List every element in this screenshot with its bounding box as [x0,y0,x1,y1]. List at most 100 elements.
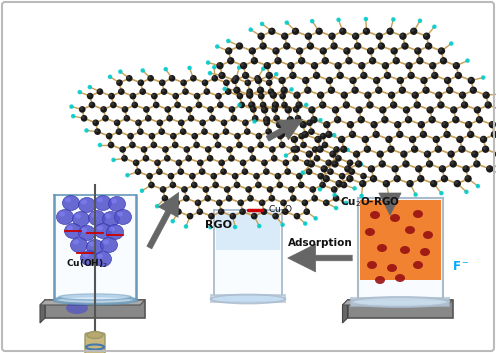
Ellipse shape [173,143,176,145]
Ellipse shape [354,42,362,50]
Ellipse shape [424,150,431,158]
Ellipse shape [310,116,317,124]
Ellipse shape [351,297,449,307]
Ellipse shape [319,47,327,55]
Ellipse shape [383,180,390,187]
Ellipse shape [391,17,396,22]
Ellipse shape [282,34,285,37]
Ellipse shape [202,186,209,193]
Bar [54,195,136,300]
Ellipse shape [365,146,368,150]
Ellipse shape [319,182,326,189]
Ellipse shape [118,88,124,95]
Ellipse shape [208,213,215,220]
Ellipse shape [430,63,434,66]
Ellipse shape [334,116,341,124]
Ellipse shape [406,63,410,66]
Ellipse shape [97,253,103,258]
Ellipse shape [101,107,104,110]
Ellipse shape [276,121,283,128]
Ellipse shape [316,145,324,153]
Ellipse shape [435,91,442,99]
Ellipse shape [318,187,322,192]
Ellipse shape [374,78,377,81]
Ellipse shape [255,133,262,139]
Ellipse shape [75,214,81,219]
Ellipse shape [227,147,230,150]
Ellipse shape [257,142,264,148]
Ellipse shape [124,116,127,119]
Ellipse shape [252,115,258,122]
Ellipse shape [270,91,277,99]
Ellipse shape [426,43,429,47]
Ellipse shape [442,176,445,179]
Ellipse shape [322,58,326,61]
Ellipse shape [285,169,288,172]
Ellipse shape [445,78,448,81]
Ellipse shape [304,208,310,215]
Ellipse shape [338,136,345,143]
Ellipse shape [196,102,199,106]
Ellipse shape [373,77,380,84]
Ellipse shape [141,147,144,150]
Ellipse shape [223,79,230,86]
Ellipse shape [94,128,101,135]
Ellipse shape [284,153,288,158]
Ellipse shape [264,169,267,172]
Ellipse shape [343,101,350,109]
Ellipse shape [276,182,283,189]
Ellipse shape [178,169,181,172]
Ellipse shape [89,102,95,108]
Ellipse shape [483,91,490,99]
Ellipse shape [375,276,385,284]
Ellipse shape [399,86,406,94]
Ellipse shape [239,102,245,108]
Ellipse shape [387,193,391,198]
Ellipse shape [167,116,170,119]
Ellipse shape [439,166,443,169]
Ellipse shape [409,136,416,143]
Ellipse shape [364,91,372,99]
Ellipse shape [472,151,475,155]
Ellipse shape [392,57,400,65]
Ellipse shape [291,147,294,150]
Ellipse shape [82,116,85,119]
Ellipse shape [405,226,415,234]
Ellipse shape [323,121,330,128]
Ellipse shape [234,133,241,139]
Ellipse shape [375,86,382,94]
Ellipse shape [179,120,182,123]
Ellipse shape [477,117,480,120]
Ellipse shape [388,91,395,99]
Ellipse shape [219,160,222,163]
Ellipse shape [298,57,306,65]
Ellipse shape [230,213,236,220]
Ellipse shape [329,34,333,37]
Ellipse shape [202,129,205,132]
Ellipse shape [263,116,270,124]
Ellipse shape [213,133,219,139]
Ellipse shape [98,143,102,147]
Ellipse shape [313,216,318,221]
Ellipse shape [128,134,131,137]
Ellipse shape [439,191,443,196]
Ellipse shape [444,77,451,84]
Ellipse shape [199,119,206,126]
Ellipse shape [333,107,336,110]
Ellipse shape [137,128,144,135]
Ellipse shape [284,43,287,47]
Ellipse shape [65,197,71,203]
Ellipse shape [228,58,231,61]
Ellipse shape [320,134,323,137]
Polygon shape [358,198,442,298]
Ellipse shape [138,80,141,83]
Ellipse shape [425,151,428,155]
Ellipse shape [81,227,87,233]
Ellipse shape [249,48,253,52]
Ellipse shape [352,32,359,40]
Ellipse shape [87,331,103,339]
Ellipse shape [391,102,394,106]
Ellipse shape [404,107,407,110]
Ellipse shape [259,200,262,203]
Ellipse shape [248,147,251,150]
